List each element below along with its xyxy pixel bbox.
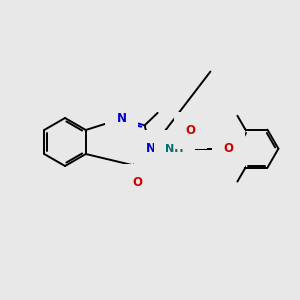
Text: O: O xyxy=(224,142,233,155)
Text: O: O xyxy=(132,176,142,189)
Text: NH: NH xyxy=(165,144,184,154)
Text: N: N xyxy=(117,112,127,125)
Text: O: O xyxy=(185,124,195,137)
Text: N: N xyxy=(146,142,155,155)
